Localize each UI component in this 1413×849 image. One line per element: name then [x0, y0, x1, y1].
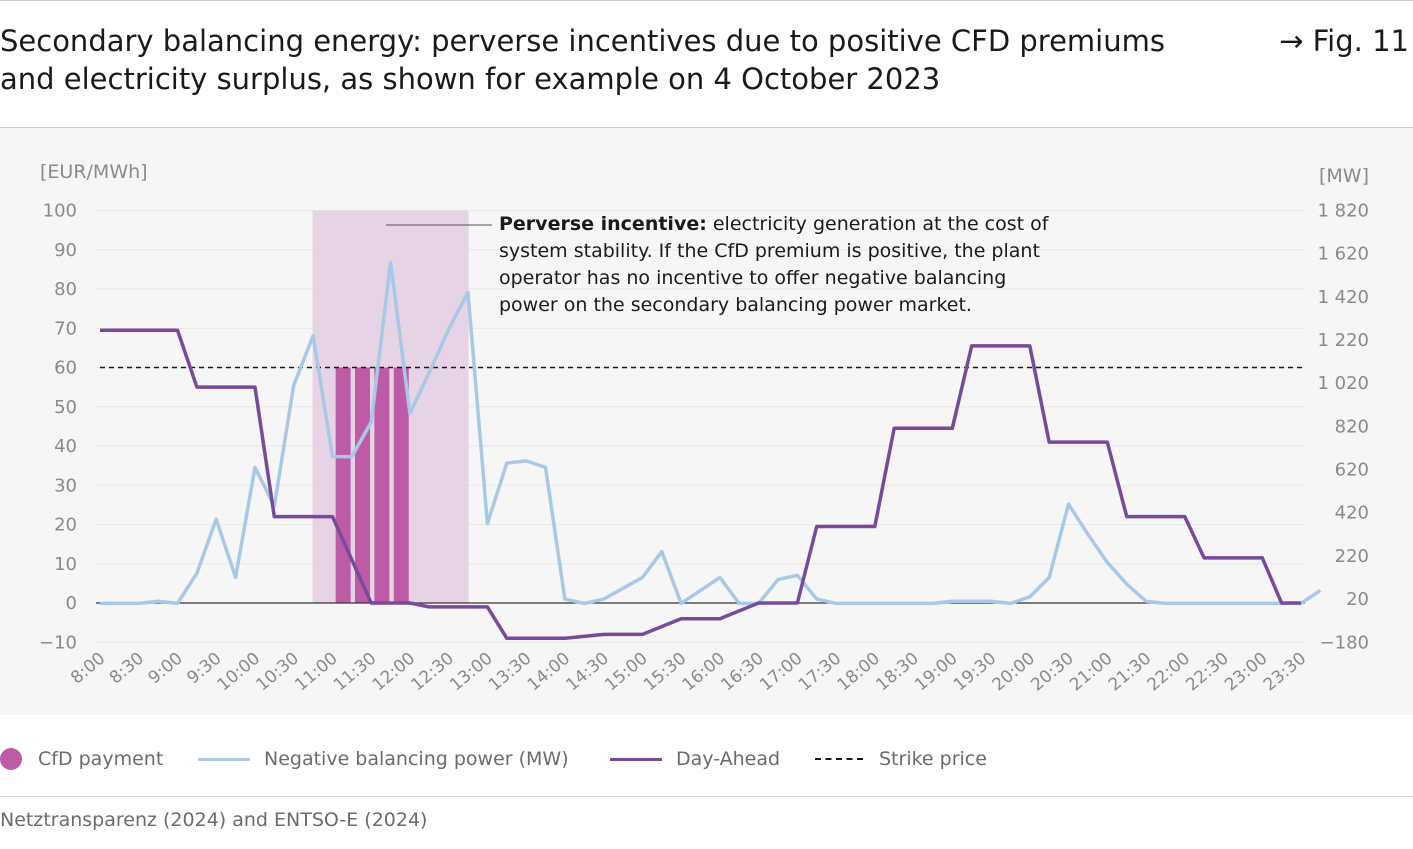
x-tick-label: 20:00 — [989, 649, 1039, 696]
left-tick-label: 10 — [54, 554, 77, 575]
x-tick-label: 8:30 — [106, 649, 148, 689]
annotation-line-1: Perverse incentive: electricity generati… — [499, 213, 1050, 235]
x-tick-label: 13:30 — [485, 649, 535, 696]
x-tick-label: 23:30 — [1260, 649, 1310, 696]
legend: CfD payment Negative balancing power (MW… — [0, 740, 1413, 778]
left-tick-label: 40 — [54, 436, 77, 457]
x-tick-label: 18:00 — [834, 649, 884, 696]
x-tick-label: 10:30 — [253, 649, 303, 696]
right-tick-label: 820 — [1335, 416, 1369, 437]
x-tick-label: 11:30 — [330, 649, 380, 696]
x-tick-label: 10:00 — [214, 649, 264, 696]
x-tick-label: 16:30 — [717, 649, 767, 696]
x-tick-label: 16:00 — [679, 649, 729, 696]
x-tick-label: 22:30 — [1182, 649, 1232, 696]
balancing-line-icon — [198, 757, 250, 761]
left-tick-label: −10 — [39, 632, 77, 653]
right-tick-label: 420 — [1335, 503, 1369, 524]
right-tick-label: 1 620 — [1317, 244, 1369, 265]
left-axis-label: [EUR/MWh] — [40, 161, 148, 183]
legend-item-balancing: Negative balancing power (MW) — [198, 740, 569, 778]
legend-label-strike: Strike price — [879, 748, 987, 770]
x-tick-label: 21:00 — [1066, 649, 1116, 696]
right-tick-label: 1 420 — [1317, 287, 1369, 308]
x-tick-label: 17:30 — [795, 649, 845, 696]
x-tick-label: 8:00 — [67, 649, 109, 689]
x-tick-label: 19:00 — [911, 649, 961, 696]
series-negative-balancing-power — [100, 260, 1322, 606]
x-tick-label: 23:00 — [1221, 649, 1271, 696]
x-tick-label: 17:00 — [756, 649, 806, 696]
cfd-bar — [355, 367, 371, 603]
legend-label-balancing: Negative balancing power (MW) — [264, 748, 569, 770]
right-tick-label: 20 — [1346, 589, 1369, 610]
x-tick-label: 20:30 — [1027, 649, 1077, 696]
left-tick-label: 0 — [66, 593, 77, 614]
header-rule — [0, 127, 1413, 128]
strike-dash-icon — [815, 758, 863, 760]
right-tick-label: −180 — [1320, 632, 1369, 653]
right-tick-label: 220 — [1335, 546, 1369, 567]
legend-label-day-ahead: Day-Ahead — [676, 748, 781, 770]
gridlines — [96, 210, 1305, 643]
x-tick-label: 11:00 — [291, 649, 341, 696]
legend-label-cfd: CfD payment — [38, 748, 164, 770]
annotation-line-4: power on the secondary balancing power m… — [499, 294, 972, 316]
left-tick-label: 50 — [54, 397, 77, 418]
cfd-bar — [335, 367, 351, 603]
right-tick-label: 1 020 — [1317, 373, 1369, 394]
x-tick-label: 14:00 — [524, 649, 574, 696]
legend-item-strike: Strike price — [815, 740, 987, 778]
cfd-swatch-icon — [0, 748, 22, 770]
source-note: Netztransparenz (2024) and ENTSO-E (2024… — [0, 809, 428, 831]
x-tick-label: 21:30 — [1105, 649, 1155, 696]
x-tick-label: 19:30 — [950, 649, 1000, 696]
x-tick-label: 12:30 — [407, 649, 457, 696]
x-tick-label: 13:00 — [446, 649, 496, 696]
left-tick-label: 90 — [54, 240, 77, 261]
x-axis-ticks: 8:008:309:009:3010:0010:3011:0011:3012:0… — [67, 649, 1310, 696]
left-tick-label: 70 — [54, 318, 77, 339]
left-tick-label: 20 — [54, 515, 77, 536]
chart-title: Secondary balancing energy: perverse inc… — [0, 22, 1240, 98]
top-rule — [0, 0, 1413, 1]
series-day-ahead — [100, 328, 1301, 641]
x-tick-label: 15:30 — [640, 649, 690, 696]
legend-item-day-ahead: Day-Ahead — [610, 740, 780, 778]
x-tick-label: 9:00 — [145, 649, 187, 689]
annotation: Perverse incentive: electricity generati… — [499, 213, 1050, 316]
x-tick-label: 22:00 — [1144, 649, 1194, 696]
right-tick-label: 1 220 — [1317, 330, 1369, 351]
title-line-2: and electricity surplus, as shown for ex… — [0, 62, 941, 96]
right-axis-ticks: 1 820 1 620 1 420 1 220 1 020 820 620 420 220 20 −… — [1317, 201, 1369, 654]
cfd-bars — [335, 367, 409, 603]
right-axis-label: [MW] — [1319, 165, 1369, 187]
cfd-bar — [393, 367, 409, 603]
right-tick-label: 1 820 — [1317, 201, 1369, 222]
left-tick-label: 100 — [43, 201, 77, 222]
x-tick-label: 14:30 — [562, 649, 612, 696]
left-tick-label: 60 — [54, 358, 77, 379]
annotation-line-2: system stability. If the CfD premium is … — [499, 240, 1040, 262]
day-ahead-line-icon — [610, 757, 662, 761]
left-tick-label: 30 — [54, 475, 77, 496]
title-line-1: Secondary balancing energy: perverse inc… — [0, 24, 1165, 58]
annotation-text-1: electricity generation at the cost of — [707, 213, 1050, 235]
cfd-bar — [374, 367, 390, 603]
x-tick-label: 12:00 — [369, 649, 419, 696]
x-tick-label: 18:30 — [872, 649, 922, 696]
left-tick-label: 80 — [54, 279, 77, 300]
right-tick-label: 620 — [1335, 460, 1369, 481]
annotation-bold: Perverse incentive: — [499, 213, 707, 235]
x-tick-label: 15:00 — [601, 649, 651, 696]
annotation-line-3: operator has no incentive to offer negat… — [499, 267, 1006, 289]
footer-rule — [0, 796, 1413, 797]
legend-item-cfd: CfD payment — [0, 740, 163, 778]
figure-number: → Fig. 11 — [1279, 24, 1409, 58]
